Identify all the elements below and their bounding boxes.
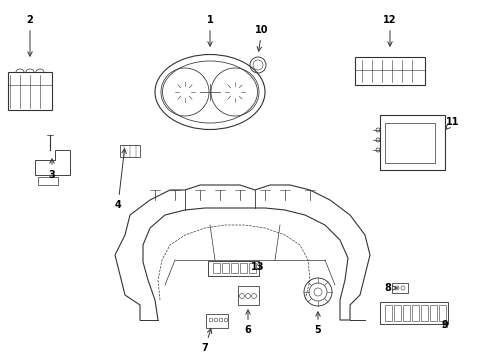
Text: 2: 2 (26, 15, 33, 56)
Polygon shape (35, 150, 70, 175)
Text: 7: 7 (201, 329, 212, 353)
Text: 5: 5 (315, 312, 321, 335)
Bar (412, 305, 419, 321)
Text: 8: 8 (385, 283, 397, 293)
Bar (421, 305, 428, 321)
Bar (231, 263, 238, 273)
Bar (394, 305, 401, 321)
Text: 9: 9 (441, 320, 448, 330)
Bar (249, 263, 256, 273)
Bar (430, 305, 437, 321)
Bar (240, 263, 247, 273)
Text: 6: 6 (245, 310, 251, 335)
Bar (403, 305, 410, 321)
Text: 10: 10 (255, 25, 269, 51)
Bar (439, 305, 446, 321)
Bar (38, 177, 58, 185)
Bar (385, 123, 435, 163)
Bar (120, 145, 140, 157)
Bar (385, 305, 392, 321)
Bar (222, 263, 229, 273)
Text: 13: 13 (251, 262, 265, 272)
Text: 4: 4 (115, 149, 126, 210)
Text: 3: 3 (49, 159, 55, 180)
Bar (213, 263, 220, 273)
Text: 11: 11 (445, 117, 460, 130)
Text: 12: 12 (383, 15, 397, 46)
Text: 1: 1 (207, 15, 213, 46)
